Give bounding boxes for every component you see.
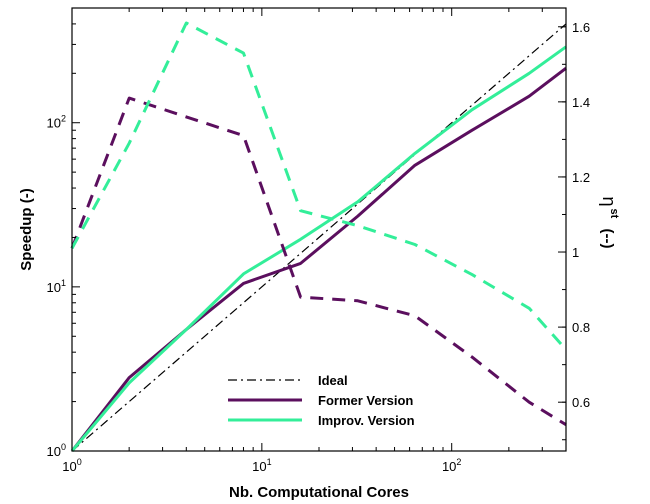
legend-label: Former Version [318,393,413,408]
series-line-efficiency-4 [70,21,568,351]
x-tick-label: 101 [252,457,271,474]
y2-tick-label: 1.4 [572,95,590,110]
series-line-improv-version [70,45,567,452]
y2-tick-label: 0.8 [572,320,590,335]
x-axis-title: Nb. Computational Cores [229,484,409,501]
y2-axis-title-superscript: st [608,209,620,219]
y2-tick-label: 1.6 [572,20,590,35]
series-layer [70,21,568,452]
x-tick-label: 100 [62,457,81,474]
y-tick-label: 100 [47,442,66,459]
y2-axis-title-unit: (--) [599,229,616,249]
series-line-ideal [71,23,567,452]
y-tick-label: 101 [47,278,66,295]
axis-titles: Nb. Computational Cores Speedup (-) η st… [18,188,620,501]
y2-axis-title-symbol: η [599,197,619,207]
legend: Ideal Former Version Improv. Version [228,373,415,428]
series-line-former-version [70,67,567,452]
legend-label: Improv. Version [318,413,415,428]
y-axis-title: Speedup (-) [18,188,35,271]
legend-label: Ideal [318,373,348,388]
x-tick-label: 102 [442,457,461,474]
y-tick-label: 102 [47,114,66,131]
axes-layer: 100 101 102 100 101 102 0.6 0.8 1 1.2 1.4 1.6 [47,7,590,474]
y2-tick-label: 1.2 [572,170,590,185]
y2-tick-label: 1 [572,245,579,260]
y2-axis-title: η st (--) [599,197,620,249]
y2-tick-label: 0.6 [572,395,590,410]
